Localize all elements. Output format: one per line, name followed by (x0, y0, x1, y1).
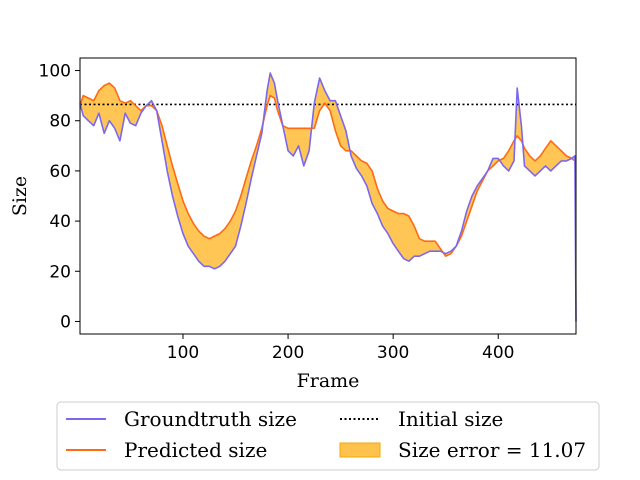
legend-frame (56, 401, 600, 471)
predicted-size-line (79, 82, 576, 258)
legend: Groundtruth size Predicted size Initial … (56, 401, 600, 471)
x-tick-label: 100 (167, 343, 199, 363)
legend-predicted-label: Predicted size (124, 438, 267, 462)
legend-error-label: Size error = 11.07 (398, 438, 586, 462)
y-axis-label: Size (9, 176, 31, 216)
legend-groundtruth-label: Groundtruth size (124, 407, 297, 431)
axis-ticks: 100 200 300 400 0 20 40 60 80 100 (39, 62, 515, 363)
legend-error-swatch (339, 442, 381, 458)
legend-initial-label: Initial size (398, 407, 503, 431)
y-tick-label: 40 (49, 212, 71, 232)
x-tick-label: 400 (482, 343, 514, 363)
plot-frame (79, 57, 577, 335)
y-tick-label: 0 (60, 312, 71, 332)
x-axis-label: Frame (297, 370, 360, 392)
x-tick-label: 300 (377, 343, 409, 363)
size-error-area (79, 72, 577, 322)
groundtruth-size-line (79, 72, 577, 322)
y-tick-label: 20 (49, 262, 71, 282)
plot-area (79, 72, 577, 322)
y-tick-label: 60 (49, 162, 71, 182)
y-tick-label: 100 (39, 62, 71, 82)
y-tick-label: 80 (49, 112, 71, 132)
x-tick-label: 200 (272, 343, 304, 363)
